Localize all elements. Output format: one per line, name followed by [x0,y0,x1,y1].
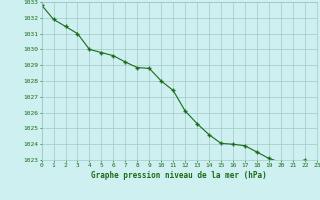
X-axis label: Graphe pression niveau de la mer (hPa): Graphe pression niveau de la mer (hPa) [91,171,267,180]
